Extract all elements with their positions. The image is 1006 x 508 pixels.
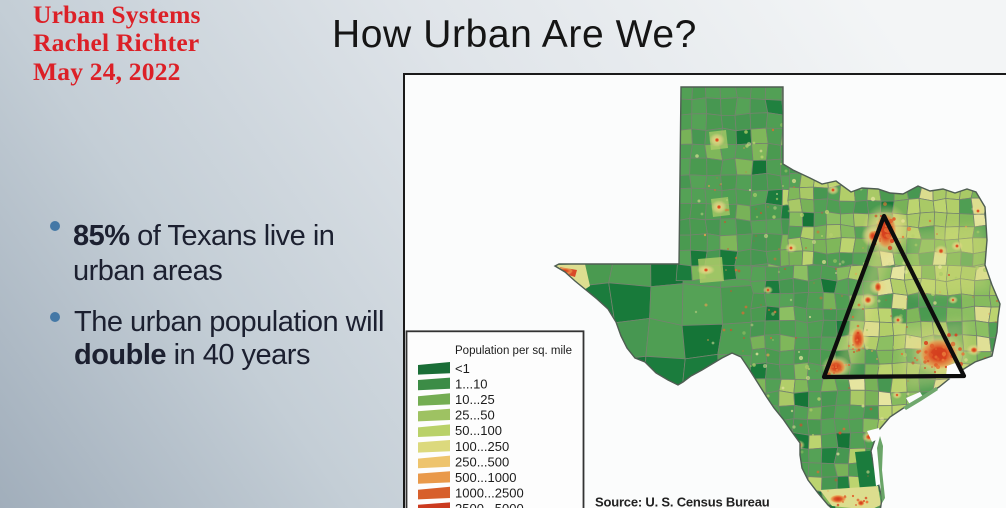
svg-text:500...1000: 500...1000 [455,470,516,485]
svg-text:2500...5000: 2500...5000 [455,501,524,508]
svg-text:Population per sq. mile: Population per sq. mile [455,345,572,357]
svg-text:25...50: 25...50 [455,408,495,423]
svg-text:1000...2500: 1000...2500 [455,486,524,501]
svg-text:10...25: 10...25 [455,392,495,407]
svg-text:250...500: 250...500 [455,454,509,469]
svg-text:50...100: 50...100 [455,423,502,438]
svg-text:1...10: 1...10 [455,376,488,391]
svg-text:Source: U. S. Census Bureau: Source: U. S. Census Bureau [595,495,770,508]
svg-text:100...250: 100...250 [455,439,509,454]
svg-text:<1: <1 [455,361,470,376]
